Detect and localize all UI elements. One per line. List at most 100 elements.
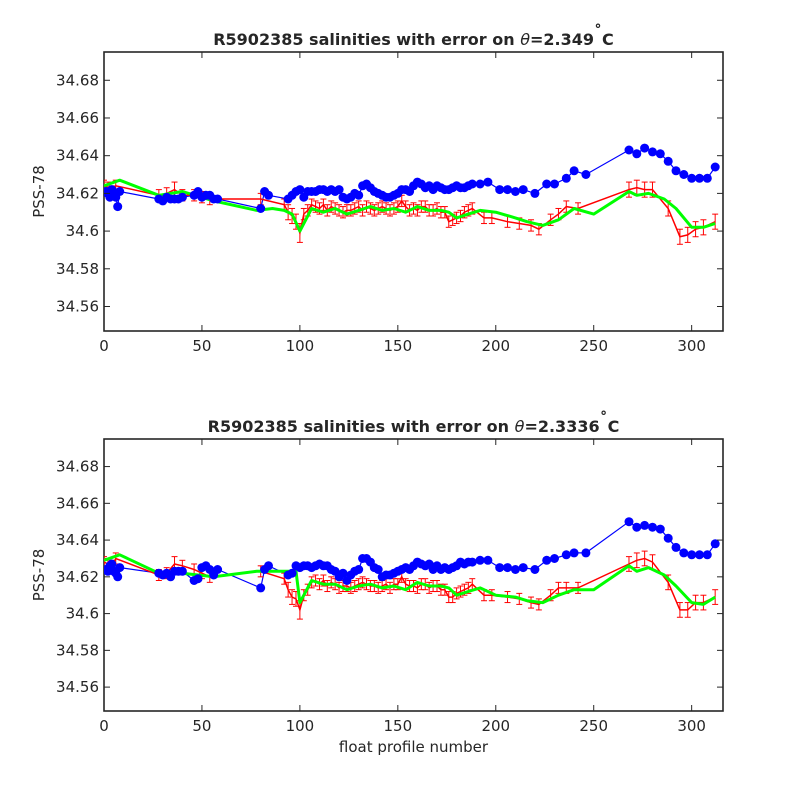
float-salinity-point-bottom [373,565,383,574]
float-salinity-point-bottom [338,568,348,578]
float-salinity-point-top [710,162,720,172]
float-salinity-point-bottom [467,557,477,567]
float-salinity-point-top [483,177,493,187]
float-salinity-point-bottom [561,550,571,560]
y-tick-label-bottom: 34.68 [56,458,99,476]
float-salinity-point-bottom [632,522,642,532]
plot-area-top: 0 50 100 150 200 250 300 34.56 34.58 34.6 34.62 34.… [56,51,724,355]
float-salinity-point-bottom [518,563,528,573]
x-tick-label-bottom: 100 [286,717,315,735]
y-tick-label-bottom: 34.66 [56,494,99,512]
float-salinity-point-bottom [663,533,673,543]
y-axis-label-top: PSS-78 [30,165,48,218]
float-salinity-point-bottom [483,555,493,565]
float-salinity-point-top [624,145,634,155]
x-tick-label-top: 300 [677,337,706,355]
error-bar-top [367,202,374,215]
y-tick-label-bottom: 34.64 [56,531,99,549]
y-tick-label-top: 34.68 [56,71,99,89]
float-salinity-point-bottom [475,555,485,565]
float-salinity-point-bottom [648,522,657,532]
float-salinity-point-bottom [710,539,720,549]
float-salinity-point-top [679,170,689,179]
error-bar-top [684,226,691,243]
float-salinity-point-top [495,185,505,195]
float-salinity-point-top [687,173,697,183]
y-axis-label-bottom: PSS-78 [30,549,48,602]
y-tick-label-bottom: 34.6 [66,605,99,623]
error-bar-top [692,221,699,238]
y-tick-label-top: 34.62 [56,184,99,202]
float-salinity-point-bottom [193,574,203,584]
data-layer-top [104,143,720,245]
float-salinity-point-top [530,188,540,198]
float-salinity-point-top [518,185,528,195]
float-salinity-point-bottom [624,517,634,527]
error-bar-bottom [700,594,707,611]
float-salinity-point-bottom [256,583,266,593]
float-salinity-point-top [663,156,673,166]
float-salinity-point-top [671,166,681,176]
error-bar-bottom [324,580,331,593]
float-salinity-point-bottom [495,563,505,573]
float-salinity-point-top [177,192,187,202]
y-tick-label-top: 34.56 [56,297,99,315]
error-bar-bottom [426,581,433,594]
float-salinity-point-bottom [107,559,117,569]
chart-title-top: R5902385 salinities with error on θ=2.34… [213,23,614,49]
float-salinity-point-bottom [213,565,223,574]
float-salinity-point-top [640,143,650,153]
float-salinity-point-bottom [695,550,704,560]
float-salinity-point-top [467,179,477,189]
float-salinity-point-top [542,179,552,189]
x-tick-label-top: 250 [579,337,608,355]
x-tick-label-top: 50 [192,337,211,355]
float-salinity-point-top [475,179,485,189]
y-tick-label-top: 34.58 [56,260,99,278]
error-bar-bottom [336,581,343,594]
y-tick-label-bottom: 34.62 [56,568,99,586]
float-salinity-point-bottom [581,548,591,558]
y-tick-label-top: 34.64 [56,147,99,165]
float-salinity-point-top [256,204,266,213]
float-salinity-point-top [213,194,223,204]
float-salinity-point-top [510,187,520,196]
float-salinity-point-bottom [542,555,552,565]
float-salinity-point-bottom [569,548,579,558]
float-salinity-point-bottom [354,565,364,574]
float-salinity-point-bottom [287,568,297,578]
error-bar-top [676,228,683,245]
x-tick-label-bottom: 0 [99,717,109,735]
float-salinity-point-top [115,187,125,196]
float-salinity-point-bottom [177,566,187,576]
x-tick-label-top: 200 [481,337,510,355]
error-bar-bottom [488,589,495,602]
error-bar-bottom [676,602,683,618]
x-tick-label-bottom: 50 [192,717,211,735]
error-bar-top [445,215,452,228]
calibrated-salinity-line-bottom [104,553,716,606]
float-salinity-point-bottom [264,561,273,571]
float-salinity-point-top [632,149,642,159]
error-bar-bottom [625,556,632,572]
chart-panel-top: R5902385 salinities with error on θ=2.34… [30,23,724,355]
y-tick-label-top: 34.6 [66,222,99,240]
float-salinity-point-top [354,190,364,200]
x-tick-label-bottom: 300 [677,717,706,735]
x-axis-label-bottom: float profile number [339,738,489,756]
error-bar-bottom [641,550,648,567]
float-salinity-point-top [503,185,512,195]
float-salinity-point-top [264,190,273,200]
plot-area-bottom: 0 50 100 150 200 250 300 34.56 34.58 34.6 34.62 34.… [56,438,724,735]
x-tick-label-top: 150 [384,337,413,355]
chart-title-bottom: R5902385 salinities with error on θ=2.33… [208,410,620,436]
float-salinity-point-bottom [115,563,125,573]
error-bar-bottom [285,581,292,598]
float-salinity-point-bottom [530,565,540,574]
chart-panel-bottom: R5902385 salinities with error on θ=2.33… [30,410,724,756]
error-bar-bottom [633,552,640,569]
float-salinity-point-top [581,170,591,179]
y-tick-label-bottom: 34.58 [56,641,99,659]
float-salinity-point-top [334,185,344,195]
